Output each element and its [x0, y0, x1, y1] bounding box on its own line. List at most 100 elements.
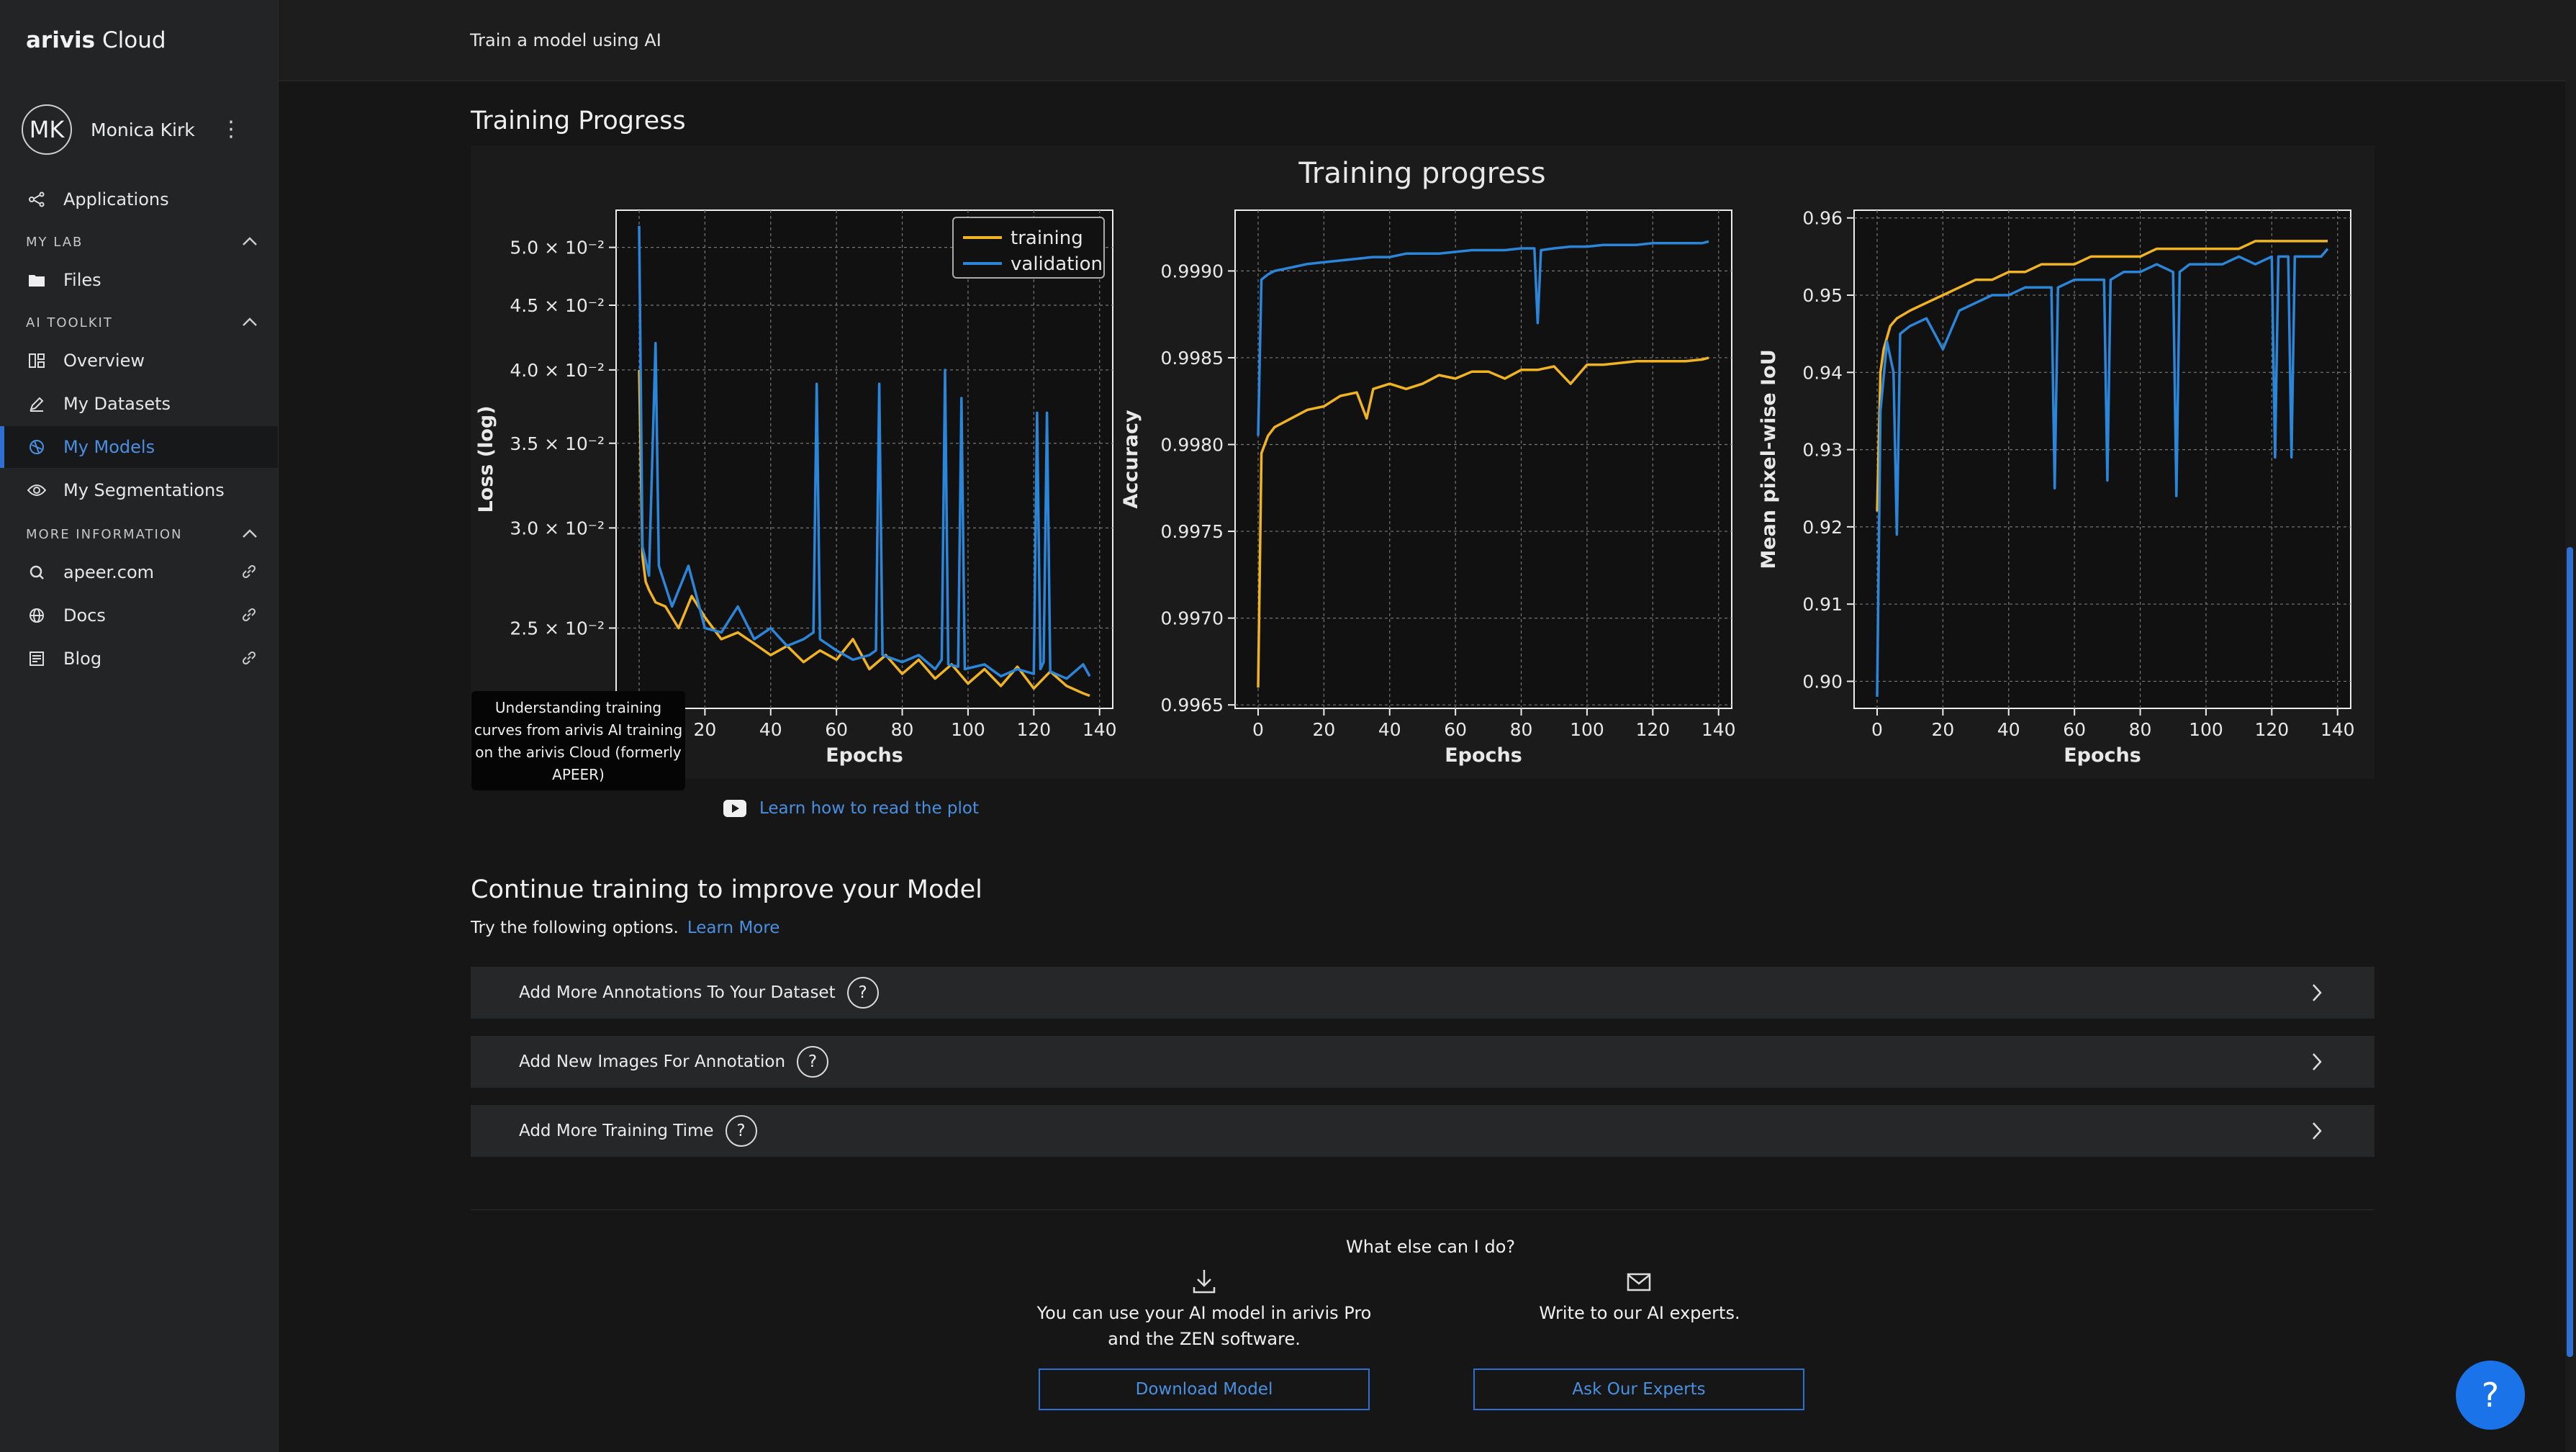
x-tick-label: 100: [2189, 719, 2223, 740]
x-tick-label: 20: [1312, 719, 1335, 740]
search-icon: [26, 562, 48, 583]
try-text: Try the following options.: [471, 919, 679, 937]
series-line-training: [638, 369, 1090, 698]
page-title: Train a model using AI: [470, 30, 661, 50]
sidebar-item-apeer[interactable]: apeer.com: [0, 551, 278, 593]
chevron-up-icon[interactable]: [242, 528, 258, 538]
user-name: Monica Kirk: [91, 119, 195, 140]
scrollbar-thumb[interactable]: [2567, 547, 2573, 1357]
x-tick-label: 40: [759, 719, 782, 740]
sidebar-item-label: Applications: [63, 189, 169, 209]
chart-title: Training progress: [1298, 157, 1545, 190]
x-tick-label: 80: [2129, 719, 2152, 740]
sidebar-item-my-datasets[interactable]: My Datasets: [0, 383, 278, 425]
download-model-button[interactable]: Download Model: [1039, 1368, 1370, 1410]
option-label: Add More Training Time: [519, 1122, 714, 1140]
eye-icon: [26, 479, 48, 501]
series-line-training: [1257, 356, 1709, 688]
plot-area: [615, 209, 1113, 709]
option-add-annotations[interactable]: Add More Annotations To Your Dataset ?: [471, 967, 2374, 1019]
mail-icon: [1627, 1273, 1651, 1291]
x-tick-label: 120: [2254, 719, 2289, 740]
y-tick-label: 0.93: [1802, 440, 1843, 461]
series-line-training: [1876, 240, 2328, 512]
chevron-up-icon[interactable]: [242, 236, 258, 246]
x-tick-label: 60: [1444, 719, 1467, 740]
folder-icon: [26, 269, 48, 291]
youtube-icon: [723, 800, 746, 817]
x-axis-label: Epochs: [826, 744, 903, 767]
series-line-validation: [1876, 248, 2329, 697]
divider: [471, 1209, 2374, 1210]
what-else-heading: What else can I do?: [1346, 1237, 1516, 1257]
learn-plot-link[interactable]: Learn how to read the plot: [723, 799, 979, 818]
y-tick-label: 0.9985: [1161, 348, 1224, 369]
legend-label-training: training: [1011, 227, 1083, 249]
x-tick-label: 40: [1378, 719, 1401, 740]
experts-description: Write to our AI experts.: [1539, 1303, 1740, 1323]
y-tick-label: 0.9990: [1161, 261, 1224, 281]
option-add-training-time[interactable]: Add More Training Time ?: [471, 1105, 2374, 1157]
chevron-up-icon[interactable]: [242, 317, 258, 327]
ask-experts-button[interactable]: Ask Our Experts: [1473, 1368, 1804, 1410]
option-add-images[interactable]: Add New Images For Annotation ?: [471, 1036, 2374, 1088]
section-label-more-information: MORE INFORMATION: [26, 527, 183, 542]
x-tick-label: 0: [1871, 719, 1883, 740]
x-tick-label: 80: [1510, 719, 1533, 740]
x-tick-label: 120: [1016, 719, 1051, 740]
y-tick-label: 2.5 × 10⁻²: [510, 618, 605, 639]
x-tick-label: 20: [693, 719, 716, 740]
kebab-menu-icon[interactable]: ⋮: [220, 117, 242, 142]
y-tick-label: 0.90: [1802, 671, 1843, 692]
sidebar-item-applications[interactable]: Applications: [0, 179, 278, 220]
try-options-text: Try the following options. Learn More: [471, 919, 779, 937]
chevron-right-icon: [2313, 1053, 2322, 1070]
globe-icon: [26, 605, 48, 626]
pencil-icon: [26, 393, 48, 415]
help-circle-icon[interactable]: ?: [725, 1115, 757, 1147]
sidebar-item-label: My Segmentations: [63, 480, 225, 500]
x-tick-label: 140: [2320, 719, 2355, 740]
y-tick-label: 0.9965: [1161, 695, 1224, 716]
link-icon: [242, 608, 256, 622]
y-tick-label: 5.0 × 10⁻²: [510, 238, 605, 258]
x-tick-label: 120: [1635, 719, 1670, 740]
sidebar-item-docs[interactable]: Docs: [0, 595, 278, 636]
y-tick-label: 0.96: [1802, 208, 1843, 229]
y-tick-label: 0.91: [1802, 594, 1843, 615]
blog-icon: [26, 648, 48, 669]
y-axis-label: Loss (log): [475, 405, 497, 513]
learn-more-link[interactable]: Learn More: [687, 919, 780, 937]
help-circle-icon[interactable]: ?: [846, 977, 879, 1009]
y-tick-label: 3.5 × 10⁻²: [510, 433, 605, 454]
y-tick-label: 0.9975: [1161, 521, 1224, 542]
sidebar-item-blog[interactable]: Blog: [0, 638, 278, 680]
overview-icon: [26, 350, 48, 371]
y-tick-label: 0.94: [1802, 362, 1843, 383]
download-text-line1: You can use your AI model in arivis Pro: [1036, 1303, 1372, 1323]
download-description: You can use your AI model in arivis Pro …: [1036, 1300, 1372, 1352]
legend-label-validation: validation: [1011, 253, 1103, 275]
sidebar-item-my-models[interactable]: My Models: [0, 426, 278, 468]
help-circle-icon[interactable]: ?: [797, 1046, 829, 1078]
section-label-my-lab: MY LAB: [26, 235, 83, 250]
sidebar-item-label: apeer.com: [63, 562, 155, 582]
share-nodes-icon: [26, 189, 48, 210]
series-line-validation: [1257, 240, 1709, 436]
x-tick-label: 100: [1570, 719, 1604, 740]
user-profile[interactable]: MK Monica Kirk ⋮: [22, 102, 266, 157]
y-tick-label: 0.9970: [1161, 608, 1224, 629]
y-axis-label: Mean pixel-wise IoU: [1758, 349, 1780, 569]
sidebar-item-label: Overview: [63, 351, 145, 371]
x-axis-label: Epochs: [2064, 744, 2141, 767]
sidebar-item-my-segmentations[interactable]: My Segmentations: [0, 469, 278, 511]
x-tick-label: 60: [2063, 719, 2086, 740]
app-logo[interactable]: arivis Cloud: [26, 27, 166, 53]
chart-svg: Training progress 20 40 60 80 100 120 140 2.5 × …: [475, 157, 2355, 767]
x-tick-label: 80: [891, 719, 914, 740]
x-tick-label: 20: [1931, 719, 1954, 740]
sidebar-item-files[interactable]: Files: [0, 259, 278, 301]
sidebar-item-label: Files: [63, 270, 101, 290]
help-fab-button[interactable]: ?: [2456, 1361, 2525, 1430]
sidebar-item-overview[interactable]: Overview: [0, 340, 278, 382]
